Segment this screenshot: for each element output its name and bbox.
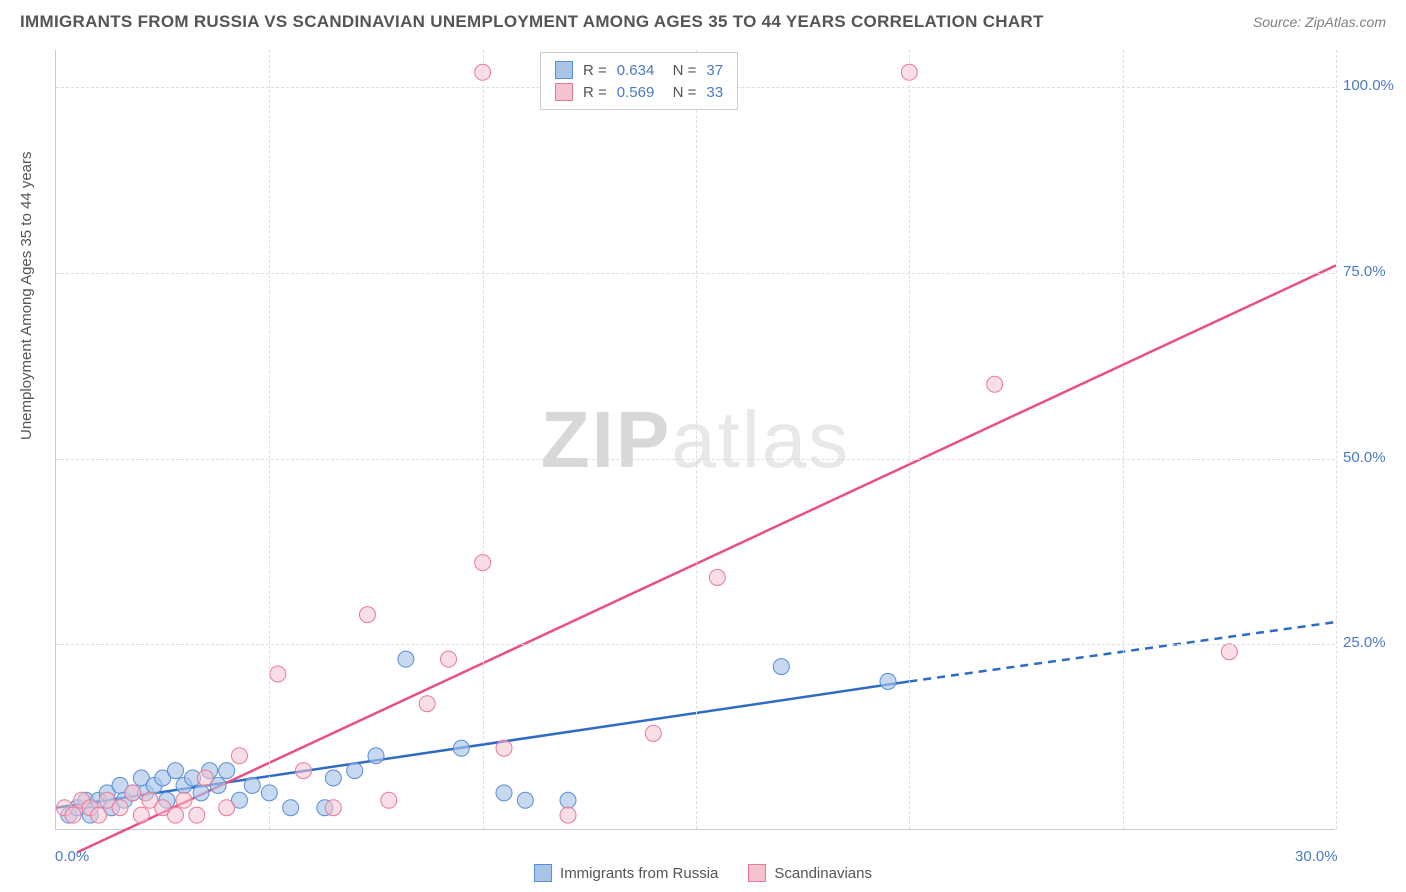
swatch-series2 (555, 83, 573, 101)
data-point (1221, 644, 1237, 660)
legend-item-series2: Scandinavians (748, 864, 872, 882)
source-label: Source: ZipAtlas.com (1253, 14, 1386, 30)
data-point (359, 607, 375, 623)
data-point (987, 376, 1003, 392)
legend-label-2: Scandinavians (774, 865, 872, 882)
data-point (244, 777, 260, 793)
r-value-2: 0.569 (617, 84, 655, 101)
r-label: R = (583, 62, 607, 79)
swatch-bottom-1 (534, 864, 552, 882)
plot-area: ZIPatlas (55, 50, 1335, 830)
r-label: R = (583, 84, 607, 101)
gridline-v (1336, 50, 1337, 829)
n-label: N = (664, 62, 696, 79)
data-point (381, 792, 397, 808)
data-point (325, 770, 341, 786)
data-point (398, 651, 414, 667)
y-tick-label: 50.0% (1343, 449, 1386, 466)
data-point (496, 740, 512, 756)
y-tick-label: 25.0% (1343, 634, 1386, 651)
data-point (496, 785, 512, 801)
x-tick-label: 0.0% (55, 848, 89, 865)
data-point (709, 569, 725, 585)
data-point (517, 792, 533, 808)
data-point (231, 748, 247, 764)
data-point (325, 800, 341, 816)
gridline-v (1123, 50, 1124, 829)
legend-row-series1: R = 0.634 N = 37 (555, 59, 723, 81)
legend-item-series1: Immigrants from Russia (534, 864, 718, 882)
y-tick-label: 75.0% (1343, 263, 1386, 280)
legend-row-series2: R = 0.569 N = 33 (555, 81, 723, 103)
data-point (193, 785, 209, 801)
data-point (368, 748, 384, 764)
chart-title: IMMIGRANTS FROM RUSSIA VS SCANDINAVIAN U… (20, 12, 1044, 32)
data-point (773, 659, 789, 675)
data-point (645, 725, 661, 741)
legend-label-1: Immigrants from Russia (560, 865, 718, 882)
data-point (133, 807, 149, 823)
data-point (347, 763, 363, 779)
data-point (197, 770, 213, 786)
data-point (176, 792, 192, 808)
data-point (91, 807, 107, 823)
data-point (189, 807, 205, 823)
gridline-v (909, 50, 910, 829)
legend-series: Immigrants from Russia Scandinavians (534, 864, 872, 882)
data-point (219, 763, 235, 779)
data-point (167, 763, 183, 779)
n-label: N = (664, 84, 696, 101)
data-point (880, 673, 896, 689)
data-point (125, 785, 141, 801)
data-point (441, 651, 457, 667)
title-bar: IMMIGRANTS FROM RUSSIA VS SCANDINAVIAN U… (20, 12, 1386, 32)
x-tick-label: 30.0% (1295, 848, 1338, 865)
trend-line (77, 265, 1336, 852)
data-point (453, 740, 469, 756)
data-point (283, 800, 299, 816)
y-axis-title: Unemployment Among Ages 35 to 44 years (18, 151, 35, 440)
gridline-v (483, 50, 484, 829)
legend-correlation: R = 0.634 N = 37 R = 0.569 N = 33 (540, 52, 738, 110)
n-value-1: 37 (706, 62, 723, 79)
data-point (560, 807, 576, 823)
data-point (219, 800, 235, 816)
swatch-series1 (555, 61, 573, 79)
data-point (167, 807, 183, 823)
data-point (270, 666, 286, 682)
y-tick-label: 100.0% (1343, 77, 1394, 94)
data-point (295, 763, 311, 779)
n-value-2: 33 (706, 84, 723, 101)
swatch-bottom-2 (748, 864, 766, 882)
r-value-1: 0.634 (617, 62, 655, 79)
data-point (112, 800, 128, 816)
gridline-v (696, 50, 697, 829)
data-point (65, 807, 81, 823)
data-point (560, 792, 576, 808)
gridline-v (269, 50, 270, 829)
data-point (419, 696, 435, 712)
